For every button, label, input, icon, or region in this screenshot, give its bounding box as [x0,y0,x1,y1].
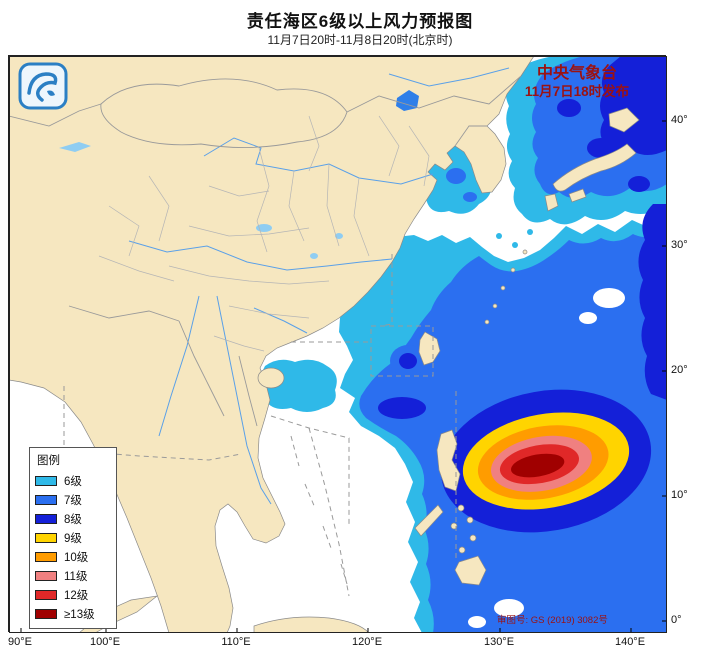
y-axis-label-0: 0° [671,614,682,626]
legend-label-level8: 8级 [64,513,82,526]
legend-title: 图例 [37,455,60,467]
legend-swatch-level6 [35,475,57,486]
page-subtitle: 11月7日20时-11月8日20时(北京时) [267,33,453,47]
issue-time: 11月7日18时发布 [524,84,630,99]
legend-label-level9: 9级 [64,532,82,545]
kyushu-island [544,193,559,212]
wind-field-gaps [468,288,625,628]
legend-label-level11: 11级 [64,570,88,583]
honshu-island [552,143,637,192]
maritime-zone-boundaries [63,254,457,597]
x-axis-label-120e: 120°E [351,636,383,648]
asia-mainland [9,56,535,633]
legend-label-level7: 7级 [64,494,82,507]
visayas-islet [466,516,474,524]
shikoku-island [568,188,587,203]
cma-logo-icon [18,62,68,110]
map-svg [9,56,667,633]
visayas-islet [457,504,465,512]
legend-item-level8: 8级 [35,509,111,528]
forecast-map: 中央气象台 11月7日18时发布 图例 6级 7级 8级 9级 [8,55,667,633]
legend-item-level10: 10级 [35,547,111,566]
legend-label-level13: ≥13级 [64,608,95,621]
palawan-island [414,504,444,537]
y-axis-label-20: 20° [671,364,688,376]
legend: 图例 6级 7级 8级 9级 10级 11 [29,447,117,629]
ryukyu-islet [492,303,498,309]
x-axis-label-110e: 110°E [221,636,251,648]
legend-swatch-level9 [35,532,57,543]
legend-item-level9: 9级 [35,528,111,547]
legend-item-level6: 6级 [35,471,111,490]
ryukyu-islet [484,319,490,325]
legend-swatch-level13 [35,608,57,619]
ryukyu-islet [510,267,516,273]
visayas-islet [458,546,466,554]
y-axis-label-40: 40° [671,114,688,126]
x-axis-label-90e: 90°E [8,636,32,648]
legend-label-level10: 10级 [64,551,89,564]
ryukyu-islet [500,285,506,291]
legend-label-level6: 6级 [64,475,82,488]
luzon-island [436,429,461,492]
visayas-islet [469,534,477,542]
ryukyu-islet [522,249,528,255]
legend-swatch-level11 [35,570,57,581]
map-frame [9,56,667,633]
hainan-island [257,367,285,389]
strait-level8-spot [399,353,417,369]
legend-swatch-level12 [35,589,57,600]
legend-item-level7: 7级 [35,490,111,509]
borneo-island [253,616,370,633]
x-axis-label-140e: 140°E [614,636,646,648]
bright-lake [396,90,419,111]
x-axis-label-130e: 130°E [483,636,515,648]
typhoon-ring-level13 [510,453,565,478]
y-axis-label-30: 30° [671,239,688,251]
legend-item-level12: 12级 [35,585,111,604]
wind-area-level8 [378,56,667,419]
legend-swatch-level8 [35,513,57,524]
legend-swatch-level10 [35,551,57,562]
legend-item-level13: ≥13级 [35,604,111,623]
map-license: 审图号: GS (2019) 3082号 [497,615,608,626]
axis-ticks [20,120,667,633]
legend-swatch-level7 [35,494,57,505]
typhoon-wind-rings [440,389,652,533]
province-boundaries [98,115,430,352]
y-axis-label-10: 10° [671,489,688,501]
legend-label-level12: 12级 [64,589,89,602]
mindanao-island [454,555,487,586]
legend-item-level11: 11级 [35,566,111,585]
issuer-block: 中央气象台 11月7日18时发布 [497,64,657,101]
hokkaido-island [608,107,640,133]
x-axis-label-100e: 100°E [89,636,121,648]
national-borders [9,75,522,427]
page-title: 责任海区6级以上风力预报图 [246,12,474,31]
taiwan-island [418,331,441,366]
issuer-name: 中央气象台 [536,65,617,82]
